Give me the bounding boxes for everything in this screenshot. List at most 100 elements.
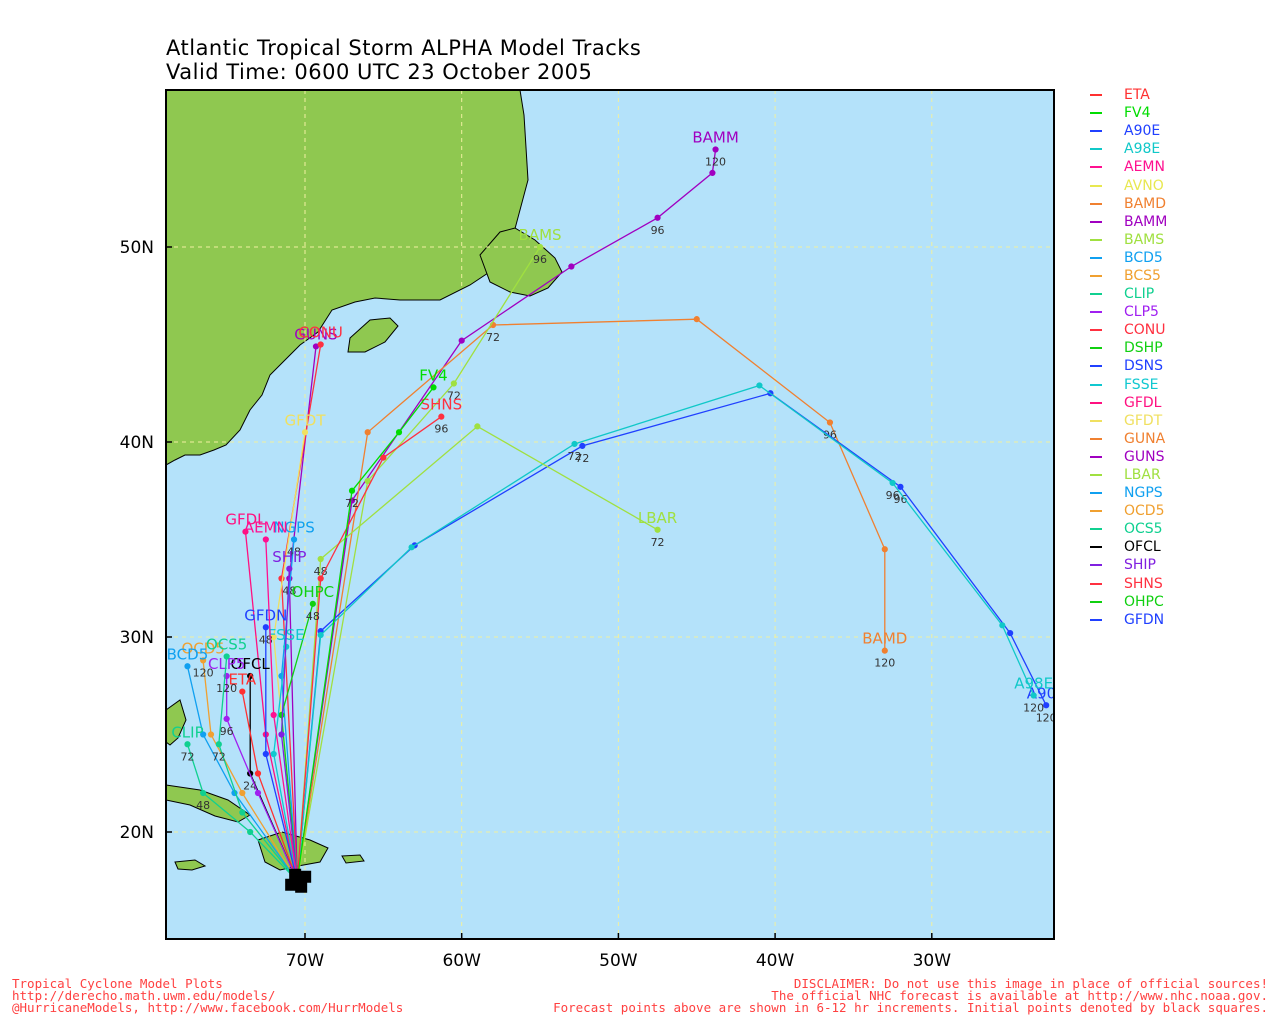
legend-swatch	[1090, 492, 1102, 495]
track-end-label: BAMS	[519, 226, 562, 244]
forecast-point	[712, 146, 719, 153]
forecast-point	[408, 544, 415, 551]
forecast-point	[380, 454, 387, 461]
forecast-point	[223, 653, 230, 660]
legend-label: GUNS	[1124, 448, 1165, 465]
forecast-point	[270, 750, 277, 758]
track-end-label: SHIP	[272, 548, 306, 566]
forecast-point	[290, 536, 298, 543]
forecast-hour-label: 120	[216, 682, 237, 695]
forecast-hour-label: 120	[705, 156, 726, 169]
legend-item-gfdt: GFDT	[1090, 412, 1167, 430]
track-line	[186, 666, 298, 882]
track-aemn: AEMN	[244, 519, 298, 881]
track-lbar: LBAR 48 72	[296, 423, 677, 881]
legend-swatch	[1090, 564, 1102, 567]
legend-swatch	[1090, 94, 1102, 97]
legend-swatch	[1090, 528, 1102, 531]
legend-label: CLP5	[1124, 304, 1159, 321]
forecast-point	[254, 789, 262, 797]
track-end-label: LBAR	[638, 509, 677, 527]
forecast-point	[270, 633, 277, 641]
initial-point-square	[295, 880, 308, 893]
legend-swatch	[1090, 238, 1102, 241]
forecast-point	[364, 429, 371, 436]
forecast-point	[317, 341, 324, 348]
forecast-point	[262, 624, 269, 631]
forecast-point	[317, 631, 324, 639]
legend-item-gfdn: GFDN	[1090, 611, 1167, 629]
forecast-hour-label: 72	[212, 750, 226, 763]
initial-point-square	[289, 868, 302, 881]
legend-item-bams: BAMS	[1090, 231, 1167, 249]
legend-swatch	[1090, 582, 1102, 585]
track-bcd5: BCD5	[167, 645, 298, 882]
legend-item-aemn: AEMN	[1090, 158, 1167, 176]
track-ocd5: OCD5 120	[181, 639, 298, 882]
forecast-hour-label: 120	[1036, 711, 1057, 724]
forecast-point	[278, 711, 285, 719]
legend-label: CONU	[1124, 322, 1166, 339]
forecast-point	[286, 565, 293, 572]
florida	[166, 699, 187, 746]
legend-swatch	[1090, 474, 1102, 477]
track-end-label: OCD5	[181, 639, 224, 657]
legend-label: OHPC	[1124, 593, 1164, 610]
legend-swatch	[1090, 311, 1102, 314]
legend-label: GFDL	[1124, 394, 1162, 411]
legend-item-clp5: CLP5	[1090, 303, 1167, 321]
legend-label: GFDN	[1124, 611, 1165, 628]
nhc-note: The official NHC forecast is available a…	[771, 988, 1268, 1003]
track-bamm: BAMM 96 120	[296, 129, 739, 881]
forecast-hour-label: 48	[287, 546, 301, 559]
track-line	[296, 387, 435, 881]
jamaica	[174, 859, 207, 871]
track-end-label: NGPS	[273, 519, 314, 537]
track-line	[296, 425, 658, 881]
forecast-hour-label: 96	[434, 423, 448, 436]
forecast-point	[756, 382, 763, 389]
footer-site-url[interactable]: http://derecho.math.uwm.edu/models/	[12, 988, 276, 1003]
legend-label: OFCL	[1124, 539, 1161, 556]
forecast-hour-label: 120	[193, 666, 214, 679]
legend-label: BCD5	[1124, 249, 1163, 266]
legend-swatch	[1090, 546, 1102, 549]
legend-item-ngps: NGPS	[1090, 484, 1167, 502]
track-eta: ETA	[228, 671, 298, 882]
legend-item-avno: AVNO	[1090, 176, 1167, 194]
forecast-point	[536, 243, 544, 251]
track-line	[218, 656, 298, 882]
forecast-hour-label: 96	[533, 253, 547, 266]
track-gfdn: GFDN 48	[244, 606, 298, 881]
forecast-hour-label: 48	[314, 565, 328, 578]
forecast-hour-label: 72	[568, 450, 582, 463]
forecast-point	[184, 663, 191, 670]
forecast-point	[239, 809, 246, 816]
footer-left: Tropical Cyclone Model Plots http://dere…	[12, 977, 404, 1015]
legend-item-ohpc: OHPC	[1090, 593, 1167, 611]
forecast-hour-label: 48	[259, 633, 273, 646]
legend-label: FV4	[1124, 105, 1151, 122]
model-tracks: BAMM96120BAMD7296120A90E7296120A98E72961…	[167, 129, 1057, 882]
forecast-hour-label: 120	[1023, 702, 1044, 715]
forecast-point	[200, 789, 207, 797]
forecast-point	[239, 688, 246, 695]
legend-item-bamd: BAMD	[1090, 195, 1167, 213]
forecast-point	[270, 711, 277, 719]
forecast-point	[247, 828, 254, 836]
legend-item-bcs5: BCS5	[1090, 267, 1167, 285]
track-fv4: FV4 72	[296, 366, 448, 881]
forecast-hour-label: 120	[874, 657, 895, 670]
puerto-rico	[341, 854, 365, 864]
forecast-hour-label: 72	[486, 331, 500, 344]
track-line	[296, 392, 1047, 881]
legend-label: OCD5	[1124, 503, 1165, 520]
forecast-hour-label: 72	[345, 497, 359, 510]
forecast-point	[309, 600, 316, 607]
legend-swatch	[1090, 256, 1102, 259]
legend-swatch	[1090, 202, 1102, 205]
footer-social[interactable]: @HurricaneModels, http://www.facebook.co…	[12, 1000, 404, 1015]
track-end-label: FV4	[419, 366, 447, 384]
legend-swatch	[1090, 130, 1102, 133]
legend-label: ETA	[1124, 87, 1150, 104]
